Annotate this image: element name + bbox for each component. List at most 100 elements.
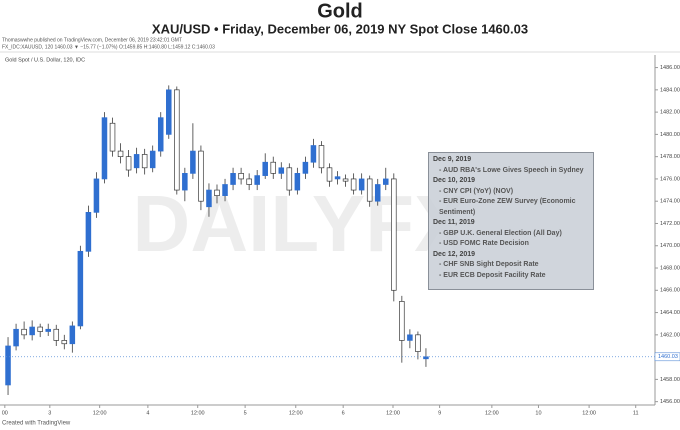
candle-body [133, 154, 140, 169]
candle-body [310, 145, 317, 163]
candle-body [21, 328, 27, 336]
y-tick-label: 1470.00 [660, 243, 680, 249]
candle-body [117, 150, 124, 158]
y-tick-label: 1482.00 [660, 110, 680, 116]
candle-body [53, 328, 60, 341]
candle-body [383, 178, 389, 185]
x-tick-label: 3 [48, 410, 51, 416]
candle-body [407, 334, 413, 341]
candle-body [278, 167, 285, 174]
chart-subtitle: XAU/USD • Friday, December 06, 2019 NY S… [152, 21, 528, 36]
candle-body [391, 178, 397, 291]
candle-body [141, 154, 148, 169]
candle-body [174, 89, 180, 191]
events-box: Dec 9, 2019 - AUD RBA's Lowe Gives Speech… [428, 152, 594, 290]
event-item: - CNY CPI (YoY) (NOV) [439, 187, 514, 195]
event-date: Dec 11, 2019 [433, 219, 475, 226]
event-item: - GBP U.K. General Election (All Day) [439, 229, 562, 237]
candle-body [198, 150, 204, 202]
candle-body [423, 356, 429, 360]
x-tick-label: 12:00 [485, 410, 499, 416]
candle-body [302, 161, 309, 174]
candle-body [45, 328, 51, 332]
last-price-label: 1460.03 [658, 354, 678, 360]
y-tick-label: 1466.00 [660, 288, 680, 294]
candle-body [125, 156, 132, 171]
candle-body [238, 173, 244, 180]
candle-body [149, 150, 156, 169]
candle-body [286, 167, 293, 191]
publisher-line: Thomaswwhe published on TradingView.com,… [2, 37, 182, 43]
event-date: Dec 12, 2019 [433, 250, 476, 258]
candle-body [262, 161, 268, 176]
candle-body [230, 173, 236, 185]
y-tick-label: 1464.00 [660, 310, 680, 316]
candle-body [254, 175, 260, 185]
candle-body [61, 340, 68, 345]
candle-body [166, 89, 172, 135]
y-tick-label: 1458.00 [660, 377, 680, 383]
y-tick-label: 1462.00 [660, 332, 680, 338]
y-tick-label: 1476.00 [660, 176, 680, 182]
candle-body [69, 325, 76, 345]
footer: Created with TradingView [2, 421, 71, 427]
last-price-box [654, 352, 680, 362]
watermark: DAILYFX [133, 179, 468, 268]
x-tick-label: 4 [146, 410, 149, 416]
candle-body [318, 145, 325, 169]
x-tick-label: 11 [633, 410, 639, 416]
x-tick-label: 12:00 [191, 410, 205, 416]
candle-body [214, 189, 220, 196]
x-tick-label: 10 [535, 410, 541, 416]
candle-body [246, 178, 252, 185]
event-item: - AUD RBA's Lowe Gives Speech in Sydney [439, 166, 584, 174]
candle-body [93, 178, 100, 213]
y-tick-label: 1468.00 [660, 265, 680, 271]
y-tick-label: 1486.00 [660, 65, 680, 71]
candle-body [342, 178, 349, 182]
x-tick-label: 12:00 [386, 410, 400, 416]
candle-body [358, 178, 365, 191]
chart-title: Gold [317, 0, 363, 22]
candle-body [222, 184, 228, 196]
x-tick-label: 12:00 [582, 410, 596, 416]
x-tick-label: 12:00 [289, 410, 303, 416]
candle-body [334, 176, 341, 180]
candle-body [350, 178, 357, 191]
x-tick-label: 00 [2, 410, 8, 416]
symbol-line: FX_IDC:XAUUSD, 120 1460.03 ▼ −15.77 (−1.… [2, 44, 215, 50]
candle-body [85, 211, 92, 252]
y-tick-label: 1478.00 [660, 154, 680, 160]
y-tick-label: 1456.00 [660, 399, 680, 405]
candle-body [374, 184, 381, 202]
candle-body [399, 301, 405, 341]
candle-body [13, 328, 19, 347]
candle-body [270, 161, 277, 174]
candle-body [366, 178, 373, 202]
event-item: - CHF SNB Sight Deposit Rate [439, 261, 539, 268]
candle-body [190, 150, 196, 174]
event-date: Dec 10, 2019 [433, 177, 476, 184]
candle-body [101, 117, 108, 180]
event-item: - USD FOMC Rate Decision [439, 240, 529, 247]
candle-body [5, 345, 11, 386]
x-tick-label: 9 [438, 410, 441, 416]
candle-body [157, 117, 164, 152]
candle-body [206, 189, 212, 208]
candle-body [182, 173, 188, 191]
candle-body [109, 122, 116, 152]
candle-body [415, 334, 421, 352]
event-item: - EUR ECB Deposit Facility Rate [439, 271, 546, 279]
y-tick-label: 1484.00 [660, 87, 680, 93]
candle-body [29, 326, 35, 336]
candle-body [37, 326, 43, 332]
candle-body [294, 173, 301, 191]
event-date: Dec 9, 2019 [433, 156, 472, 163]
candle-body [326, 167, 333, 182]
y-tick-label: 1474.00 [660, 199, 680, 205]
chart-label: Gold Spot / U.S. Dollar, 120, IDC [5, 57, 85, 63]
y-tick-label: 1480.00 [660, 132, 680, 138]
x-tick-label: 6 [342, 410, 345, 416]
